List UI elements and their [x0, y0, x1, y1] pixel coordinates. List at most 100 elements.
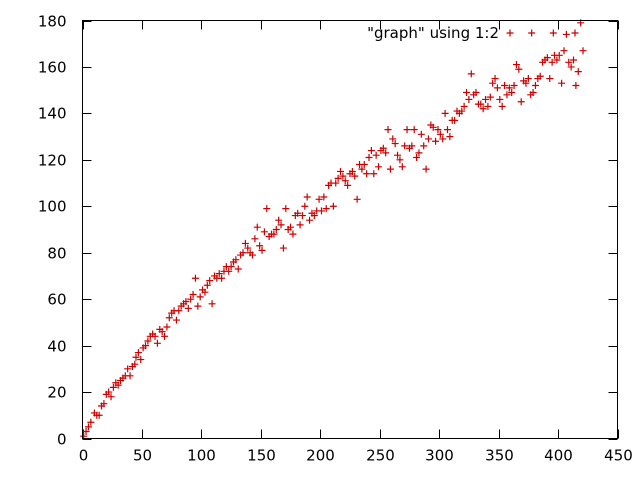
data-point [270, 230, 278, 238]
data-point [165, 314, 173, 322]
data-point [375, 163, 383, 171]
data-point [234, 265, 242, 273]
data-point [124, 365, 132, 373]
data-point [565, 58, 573, 66]
data-point [306, 216, 314, 224]
data-point [394, 151, 402, 159]
data-point [493, 84, 501, 92]
data-point [320, 193, 328, 201]
data-point [372, 151, 380, 159]
data-point [491, 75, 499, 83]
data-point [496, 95, 504, 103]
data-point [348, 167, 356, 175]
data-point [467, 70, 475, 78]
data-point [396, 156, 404, 164]
data-point [360, 160, 368, 168]
data-point [458, 107, 466, 115]
data-point [353, 195, 361, 203]
legend-marker-plus [571, 29, 579, 37]
data-point [512, 61, 520, 69]
data-point [298, 212, 306, 220]
data-point [310, 212, 318, 220]
data-point [272, 226, 280, 233]
data-point [498, 102, 506, 110]
data-point [296, 221, 304, 229]
data-point [105, 388, 113, 396]
data-point [365, 154, 373, 162]
data-point [329, 202, 337, 210]
data-point [244, 244, 252, 252]
x-tick-label: 400 [544, 447, 573, 465]
data-point [100, 400, 108, 408]
data-point [503, 91, 511, 99]
data-point [386, 165, 394, 173]
x-tick-label: 150 [247, 447, 276, 465]
data-point [363, 170, 371, 178]
data-point [194, 302, 202, 310]
data-point [107, 393, 115, 401]
data-point [175, 307, 183, 315]
y-tick-label: 40 [47, 338, 66, 356]
data-point [332, 179, 340, 187]
y-tick-label: 80 [47, 245, 66, 263]
data-point [441, 109, 449, 117]
data-point [389, 135, 397, 143]
data-point [294, 209, 302, 217]
data-point [543, 54, 551, 62]
data-point [134, 349, 142, 357]
data-point [189, 291, 197, 299]
data-point [317, 207, 325, 215]
data-point [422, 165, 430, 173]
data-point [251, 235, 259, 243]
data-point [144, 337, 152, 345]
data-point [187, 295, 195, 303]
data-point [339, 172, 347, 180]
data-point [287, 223, 295, 231]
data-point [279, 244, 287, 252]
data-point [263, 205, 271, 213]
data-point [137, 356, 145, 364]
data-point [536, 72, 544, 80]
data-point [403, 126, 411, 134]
data-point [451, 116, 459, 124]
data-point [515, 65, 523, 73]
data-point [570, 56, 578, 64]
data-points [80, 19, 587, 440]
data-point [367, 147, 375, 155]
data-point [401, 142, 409, 150]
data-point [505, 84, 513, 92]
data-point [560, 47, 568, 55]
data-point [417, 130, 425, 138]
data-point [95, 411, 103, 419]
data-point [196, 293, 204, 301]
data-point [191, 274, 199, 282]
x-tick-label: 450 [604, 447, 633, 465]
data-point [408, 142, 416, 150]
data-point [501, 82, 509, 90]
data-point [510, 82, 518, 90]
data-point [379, 144, 387, 152]
data-point [429, 123, 437, 131]
data-point [84, 423, 92, 431]
data-point [289, 230, 297, 238]
data-point [446, 133, 454, 141]
data-point [439, 135, 447, 143]
data-point [579, 47, 587, 55]
legend-marker-plus [528, 29, 536, 37]
x-tick-label: 350 [485, 447, 514, 465]
data-point [126, 372, 134, 380]
data-point [522, 79, 530, 87]
y-tick-label: 120 [38, 152, 67, 170]
data-point [208, 300, 216, 308]
data-point [548, 58, 556, 66]
data-point [555, 51, 563, 59]
data-point [384, 126, 392, 134]
data-point [524, 75, 532, 83]
legend-label: "graph" using 1:2 [367, 24, 499, 42]
data-point [142, 342, 150, 350]
x-tick-label: 50 [133, 447, 152, 465]
data-point [562, 30, 570, 38]
tick-labels: 0 50 100 150 200 250 300 350 400 450 0 20 40 60 80 100 1… [38, 13, 633, 465]
